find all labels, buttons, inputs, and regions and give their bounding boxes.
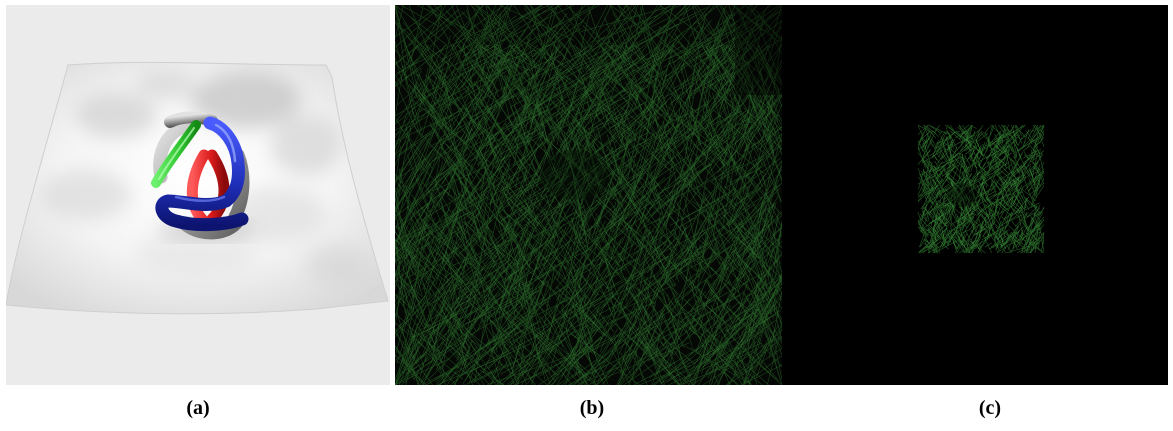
panel-a-render — [6, 5, 390, 385]
panel-c-fibers — [782, 5, 1168, 385]
panel-b-fibers — [395, 5, 782, 385]
caption-b: (b) — [579, 397, 605, 419]
knot-tubes — [151, 111, 250, 240]
terrain-render — [6, 61, 389, 315]
caption-a: (a) — [186, 397, 210, 419]
fiber-field-small — [782, 5, 1168, 385]
terrain-shading — [41, 71, 366, 285]
caption-c: (c) — [978, 397, 1002, 419]
fiber-field-large — [395, 5, 782, 385]
